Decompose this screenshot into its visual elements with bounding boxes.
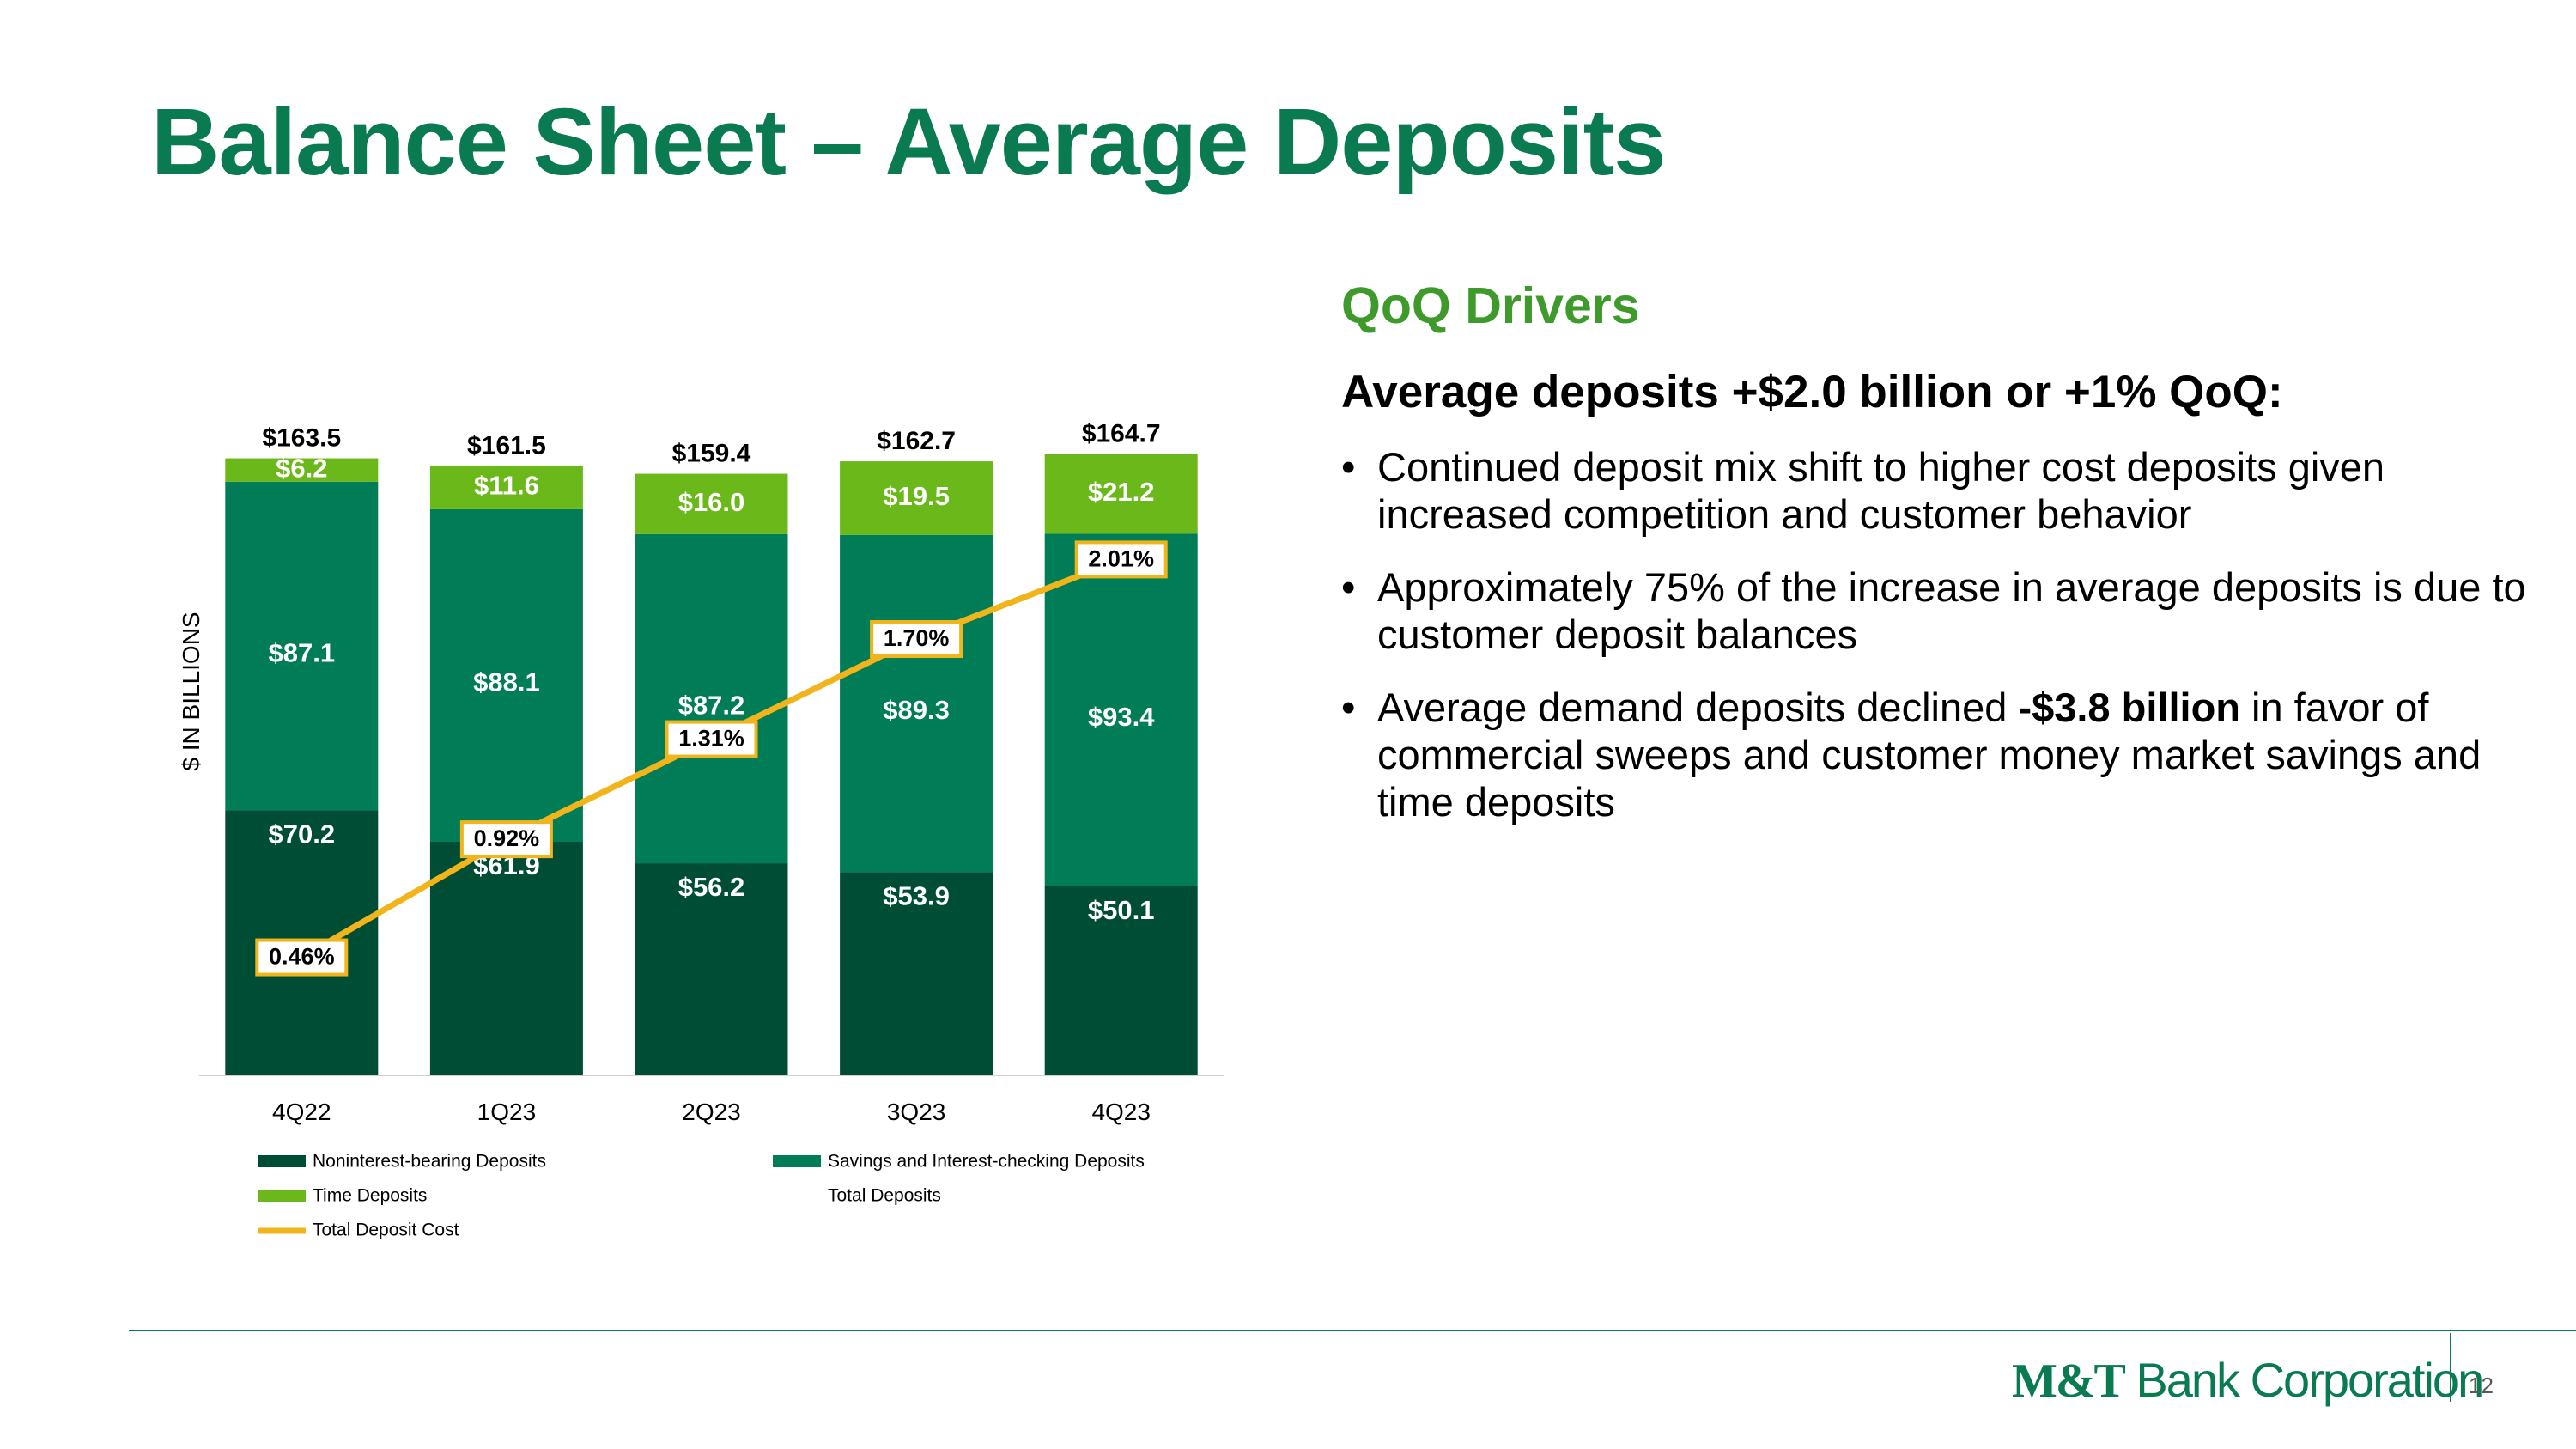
bar-segment	[635, 473, 788, 534]
bar-segment	[840, 461, 993, 535]
cost-point-label: 1.70%	[884, 625, 950, 651]
cost-point-box	[870, 620, 963, 659]
page-title: Balance Sheet – Average Deposits	[151, 89, 1666, 195]
x-tick-label: 1Q23	[477, 1099, 537, 1125]
logo-divider	[2450, 1333, 2451, 1402]
demand-decline-amount: -$3.8 billion	[2018, 685, 2240, 730]
segment-label: $56.2	[678, 872, 745, 902]
bar-segment	[225, 481, 379, 811]
segment-label: $16.0	[678, 487, 745, 517]
drivers-bullet-list: Continued deposit mix shift to higher co…	[1341, 443, 2543, 851]
legend-label: Total Deposit Cost	[313, 1221, 459, 1240]
cost-point-label: 0.46%	[269, 944, 335, 970]
legend-label: Noninterest-bearing Deposits	[313, 1152, 546, 1172]
segment-label: $87.2	[678, 691, 745, 721]
driver-bullet-1: Continued deposit mix shift to higher co…	[1341, 443, 2543, 538]
segment-label: $19.5	[883, 481, 950, 511]
cost-point-label: 1.31%	[678, 726, 744, 752]
footer-divider	[129, 1330, 2576, 1331]
driver-bullet-3: Average demand deposits declined -$3.8 b…	[1341, 684, 2543, 825]
page-number: 12	[2469, 1373, 2494, 1398]
legend-swatch	[258, 1155, 306, 1167]
legend-label: Total Deposits	[828, 1186, 941, 1206]
legend-swatch	[773, 1155, 821, 1167]
segment-label: $53.9	[883, 880, 950, 910]
segment-label: $70.2	[269, 819, 336, 849]
bar-segment	[225, 458, 379, 482]
bar-segment	[1044, 886, 1198, 1075]
bar-segment	[1044, 533, 1198, 886]
legend-label: Savings and Interest-checking Deposits	[828, 1152, 1145, 1172]
segment-label: $89.3	[883, 695, 950, 725]
total-label: $162.7	[877, 427, 956, 455]
cost-point-box	[255, 938, 349, 977]
cost-point-label: 2.01%	[1088, 546, 1154, 572]
y-axis-label: $ IN BILLIONS	[178, 612, 204, 770]
segment-label: $88.1	[473, 667, 540, 697]
cost-point-box	[1074, 540, 1168, 579]
driver-bullet-2: Approximately 75% of the increase in ave…	[1341, 563, 2543, 658]
bar-segment	[429, 508, 583, 843]
bar-segment	[635, 533, 788, 864]
x-tick-label: 2Q23	[682, 1099, 741, 1125]
deposits-chart: $70.2$87.1$6.2$163.54Q22$61.9$88.1$11.6$…	[178, 419, 1224, 1240]
segment-label: $50.1	[1088, 895, 1155, 925]
total-label: $161.5	[467, 431, 546, 460]
segment-label: $21.2	[1088, 477, 1155, 507]
cost-point-box	[459, 820, 553, 859]
bar-segment	[840, 534, 993, 873]
drivers-lead: Average deposits +$2.0 billion or +1% Qo…	[1341, 367, 2283, 417]
segment-label: $11.6	[474, 471, 539, 501]
bar-segment	[1044, 454, 1198, 534]
drivers-heading: QoQ Drivers	[1341, 277, 1640, 334]
bar-segment	[840, 872, 993, 1075]
company-logo: M&T Bank Corporation	[2012, 1353, 2484, 1408]
legend-swatch	[258, 1190, 306, 1202]
segment-label: $93.4	[1088, 702, 1155, 732]
bar-segment	[429, 465, 583, 509]
total-label: $164.7	[1082, 419, 1161, 447]
segment-label: $87.1	[269, 637, 336, 667]
cost-point-label: 0.92%	[474, 825, 540, 851]
total-label: $159.4	[672, 440, 751, 468]
legend-label: Time Deposits	[313, 1186, 427, 1206]
bar-segment	[429, 842, 583, 1075]
bar-segment	[635, 863, 788, 1075]
x-tick-label: 4Q22	[272, 1099, 331, 1125]
cost-point-box	[665, 720, 758, 758]
x-tick-label: 3Q23	[887, 1099, 946, 1125]
segment-label: $6.2	[276, 453, 327, 483]
total-label: $163.5	[262, 424, 341, 453]
x-tick-label: 4Q23	[1091, 1099, 1151, 1125]
